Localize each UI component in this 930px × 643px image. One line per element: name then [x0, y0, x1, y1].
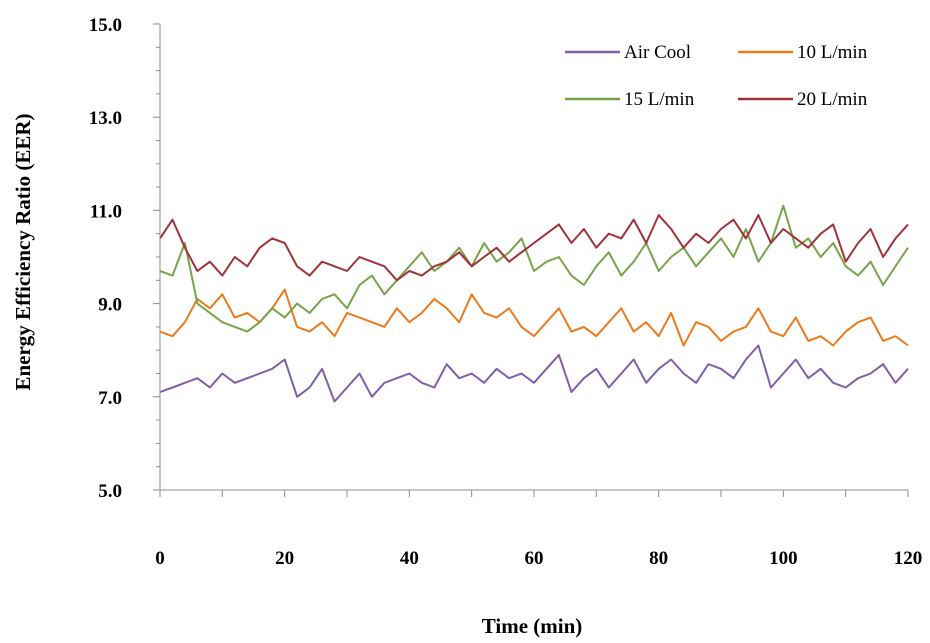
y-tick-label: 15.0 — [89, 15, 122, 36]
series-line-10-l-min — [159, 288, 909, 347]
x-tick-label: 0 — [155, 548, 165, 569]
y-tick-labels: 5.0 7.0 9.0 11.0 13.0 15.0 — [89, 15, 122, 502]
legend-label: 15 L/min — [624, 89, 695, 110]
x-tick-label: 100 — [769, 548, 798, 569]
series-line-15-l-min — [159, 204, 909, 333]
x-tick-label: 20 — [275, 548, 294, 569]
y-tick-label: 5.0 — [98, 481, 122, 502]
axes — [159, 24, 908, 491]
legend-label: Air Cool — [624, 42, 691, 63]
x-tick-marks — [159, 490, 909, 497]
legend: Air Cool 10 L/min 15 L/min 20 L/min — [565, 42, 868, 110]
y-tick-label: 13.0 — [89, 108, 122, 129]
x-tick-label: 120 — [894, 548, 923, 569]
x-tick-label: 40 — [400, 548, 419, 569]
series-line-air-cool — [159, 344, 909, 403]
y-tick-marks — [153, 23, 160, 491]
y-tick-label: 11.0 — [90, 201, 122, 222]
x-axis-title: Time (min) — [482, 614, 583, 638]
y-tick-label: 9.0 — [98, 295, 122, 316]
y-tick-label: 7.0 — [98, 388, 122, 409]
y-axis-title: Energy Efficiency Ratio (EER) — [11, 113, 35, 390]
x-tick-labels: 0 20 40 60 80 100 120 — [155, 548, 922, 569]
x-tick-label: 60 — [525, 548, 544, 569]
x-tick-label: 80 — [649, 548, 668, 569]
plot-area — [159, 204, 909, 403]
legend-label: 20 L/min — [797, 89, 868, 110]
series-line-20-l-min — [159, 214, 909, 282]
legend-label: 10 L/min — [797, 42, 868, 63]
